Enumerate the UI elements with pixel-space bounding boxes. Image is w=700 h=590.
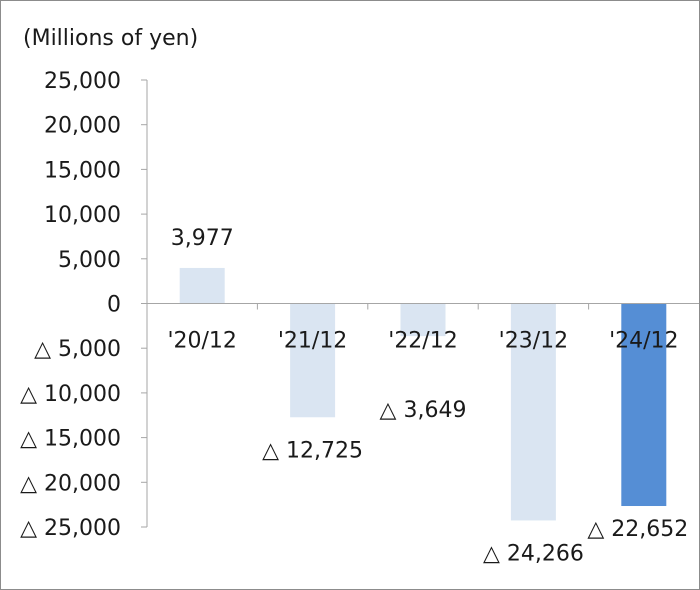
x-tick-label: '24/12 — [609, 329, 678, 354]
bar — [400, 303, 446, 337]
x-tick-label: '20/12 — [167, 329, 236, 354]
y-tick-label: 0 — [107, 293, 121, 318]
x-tick-label: '22/12 — [388, 329, 457, 354]
data-label: 3,977 — [171, 226, 234, 251]
y-tick-label: 15,000 — [44, 158, 121, 183]
data-labels: 3,977 △ 12,725 △ 3,649 △ 24,266△ 22,652 — [171, 226, 689, 566]
y-tick-label: △ 20,000 — [20, 471, 121, 496]
bars — [179, 267, 667, 521]
y-tick-label: 25,000 — [44, 69, 121, 94]
bar — [290, 303, 336, 418]
y-tick-label: △ 10,000 — [20, 382, 121, 407]
x-axis: '20/12 '21/12 '22/12 '23/12 '24/12 — [147, 303, 699, 354]
x-tick-label: '21/12 — [278, 329, 347, 354]
x-tick-label: '23/12 — [499, 329, 568, 354]
y-tick-label: △ 25,000 — [20, 516, 121, 541]
y-axis: 25,000 20,000 15,000 10,000 5,000 0 △ 5,000 △ 1… — [20, 69, 148, 541]
y-tick-label: △ 15,000 — [20, 427, 121, 452]
data-label: △ 12,725 — [262, 438, 363, 463]
y-tick-label: △ 5,000 — [34, 337, 121, 362]
y-tick-label: 5,000 — [58, 248, 121, 273]
bar — [179, 267, 225, 304]
data-label: △ 22,652 — [587, 517, 688, 542]
bar — [621, 303, 667, 507]
y-tick-label: 20,000 — [44, 114, 121, 139]
y-tick-label: 10,000 — [44, 203, 121, 228]
bar — [510, 303, 556, 521]
data-label: △ 24,266 — [483, 541, 584, 566]
unit-label: (Millions of yen) — [23, 26, 198, 51]
data-label: △ 3,649 — [380, 398, 467, 423]
